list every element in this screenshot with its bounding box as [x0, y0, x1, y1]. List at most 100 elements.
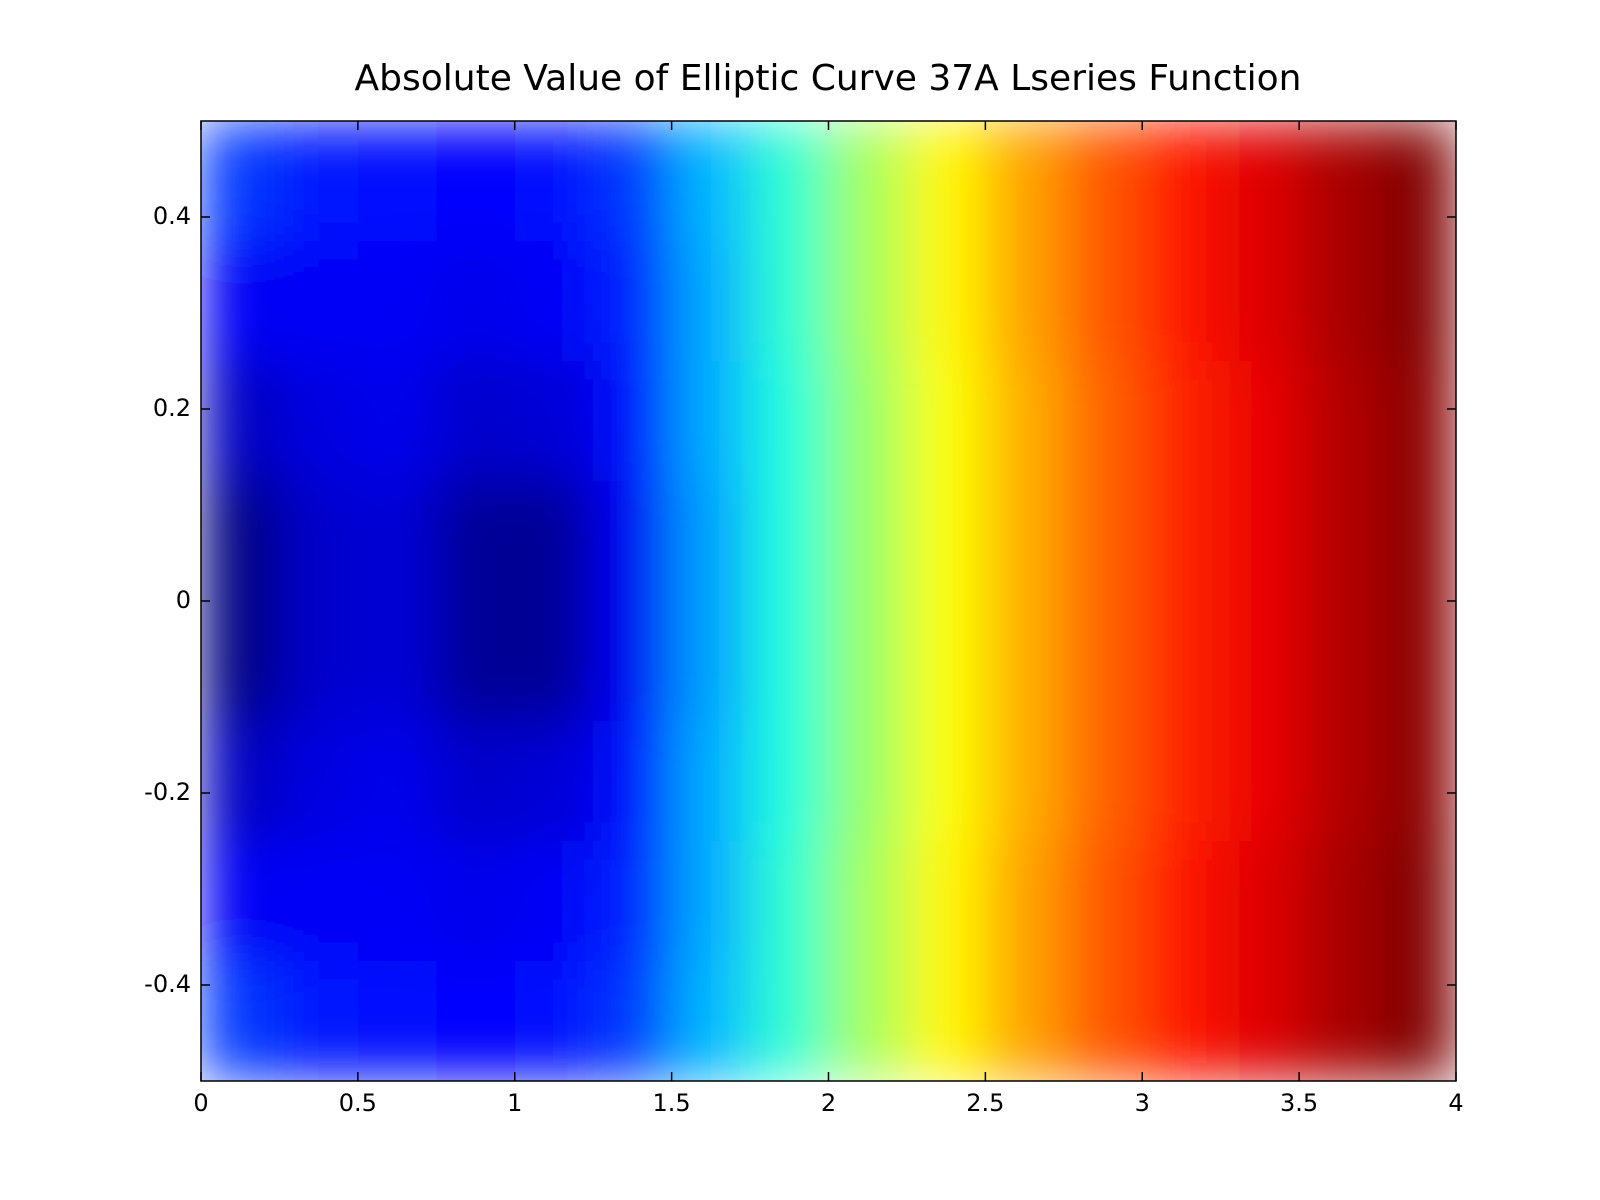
heat-cell — [357, 961, 437, 1081]
heat-cell — [1063, 121, 1143, 242]
plot-area — [201, 121, 1456, 1081]
heat-cell — [906, 241, 986, 362]
heat-cell — [593, 241, 673, 362]
heat-cell — [514, 361, 594, 482]
heat-cell — [671, 961, 751, 1081]
heat-cell — [201, 841, 280, 962]
heat-cell — [671, 361, 751, 482]
heat-cell — [1220, 241, 1300, 362]
x-tick-label: 4 — [1448, 1089, 1463, 1117]
heat-cell — [1377, 361, 1456, 482]
heat-cell — [357, 241, 437, 362]
heat-cell — [671, 481, 751, 602]
heat-cell — [436, 241, 516, 362]
heat-cell — [201, 601, 280, 722]
heat-cell — [1299, 961, 1379, 1081]
heat-cell — [1063, 721, 1143, 842]
heat-cell — [828, 601, 908, 722]
heat-cell — [671, 841, 751, 962]
heat-cell — [436, 721, 516, 842]
heat-cell — [1142, 361, 1222, 482]
heat-cell — [1220, 721, 1300, 842]
heat-cell — [279, 721, 359, 842]
heat-cell — [201, 721, 280, 842]
heat-cell — [985, 121, 1065, 242]
heat-cell — [906, 841, 986, 962]
heat-cell — [357, 361, 437, 482]
x-tick-label: 3.5 — [1280, 1089, 1318, 1117]
heat-cell — [593, 601, 673, 722]
x-tick-label: 1 — [507, 1089, 522, 1117]
heat-cell — [985, 361, 1065, 482]
heat-cell — [593, 721, 673, 842]
heat-cell — [436, 841, 516, 962]
heat-cell — [514, 121, 594, 242]
heat-cell — [985, 841, 1065, 962]
heat-cell — [750, 361, 829, 482]
heat-cell — [1377, 241, 1456, 362]
heat-cell — [1063, 961, 1143, 1081]
heat-cell — [828, 481, 908, 602]
heat-cell — [1220, 121, 1300, 242]
heat-cell — [985, 601, 1065, 722]
y-tick-label: -0.4 — [144, 970, 191, 998]
heat-cell — [750, 841, 829, 962]
heat-cell — [828, 121, 908, 242]
heat-cell — [671, 601, 751, 722]
heat-cell — [750, 601, 829, 722]
heat-cell — [514, 721, 594, 842]
heat-cell — [279, 841, 359, 962]
heat-cell — [906, 121, 986, 242]
heat-cell — [436, 601, 516, 722]
heat-cell — [1220, 481, 1300, 602]
heat-cell — [1299, 481, 1379, 602]
heat-cell — [514, 241, 594, 362]
heat-cell — [1063, 601, 1143, 722]
heat-cell — [593, 481, 673, 602]
heat-cell — [593, 361, 673, 482]
heat-cell — [593, 841, 673, 962]
heat-cell — [514, 961, 594, 1081]
heat-cell — [357, 601, 437, 722]
heat-cell — [671, 721, 751, 842]
x-tick-label: 0.5 — [339, 1089, 377, 1117]
heat-cell — [1142, 241, 1222, 362]
heat-cell — [1142, 961, 1222, 1081]
x-tick-label: 1.5 — [653, 1089, 691, 1117]
heat-cell — [828, 721, 908, 842]
heat-cell — [1377, 721, 1456, 842]
heat-cell — [436, 961, 516, 1081]
heat-cell — [1220, 961, 1300, 1081]
heat-cell — [201, 241, 280, 362]
y-tick-label: 0.4 — [153, 202, 191, 230]
heat-cell — [279, 121, 359, 242]
heat-cell — [357, 841, 437, 962]
heat-cell — [906, 721, 986, 842]
x-tick-label: 2.5 — [966, 1089, 1004, 1117]
heatmap — [201, 121, 1456, 1081]
heat-cell — [1299, 241, 1379, 362]
chart-title: Absolute Value of Elliptic Curve 37A Lse… — [355, 58, 1302, 99]
heat-cell — [1063, 841, 1143, 962]
heat-cell — [906, 361, 986, 482]
heat-cell — [1142, 481, 1222, 602]
heat-cell — [828, 841, 908, 962]
heat-cell — [750, 961, 829, 1081]
heat-cell — [1220, 601, 1300, 722]
heat-cell — [1377, 121, 1456, 242]
heat-cell — [357, 481, 437, 602]
heat-cell — [357, 721, 437, 842]
heat-cell — [1142, 721, 1222, 842]
heat-cell — [750, 121, 829, 242]
heat-cell — [1377, 841, 1456, 962]
heat-cell — [1063, 481, 1143, 602]
x-tick-label: 2 — [821, 1089, 836, 1117]
heat-cell — [201, 481, 280, 602]
heat-cell — [593, 121, 673, 242]
heat-cell — [1377, 481, 1456, 602]
heat-cell — [906, 601, 986, 722]
heat-cell — [279, 241, 359, 362]
heat-cell — [906, 961, 986, 1081]
heat-cell — [279, 481, 359, 602]
